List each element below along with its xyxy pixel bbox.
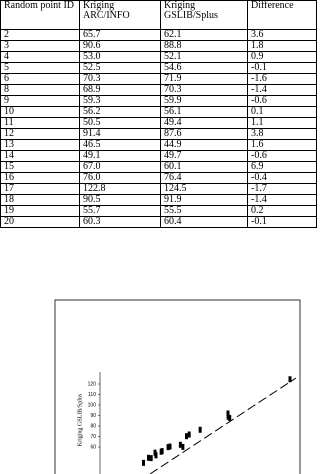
y-tick-label: 100	[88, 402, 97, 408]
y-tick-label: 120	[88, 381, 97, 387]
point	[198, 426, 202, 433]
table-row: 14 49.1 49.7 -0.6	[0, 150, 317, 162]
data-table: Random point ID Kriging ARC/INFO Kriging G…	[0, 0, 317, 228]
table-cell: 1.6	[247, 139, 317, 151]
table-row: 18 90.5 91.9 -1.4	[0, 194, 317, 206]
reference-line	[149, 377, 297, 474]
point	[142, 459, 146, 466]
y-tick-label: 70	[90, 434, 96, 440]
table-row: 3 90.6 88.8 1.8	[0, 40, 317, 52]
header-cell: Difference	[247, 0, 317, 30]
point	[178, 441, 182, 448]
point	[181, 443, 185, 450]
table-row: 15 67.0 60.1 6.9	[0, 161, 317, 173]
table-row: 19 55.7 55.5 0.2	[0, 205, 317, 217]
table-row: 20 60.3 60.4 -0.1	[0, 216, 317, 228]
point	[185, 433, 189, 440]
table-row: 11 50.5 49.4 1.1	[0, 117, 317, 129]
y-tick-label: 90	[90, 413, 96, 419]
point	[228, 415, 232, 422]
table-row: 9 59.3 59.9 -0.6	[0, 95, 317, 107]
y-axis-label: Kriging GSLIB/Splus	[77, 393, 83, 446]
y-tick-label: 110	[88, 392, 96, 398]
point	[149, 455, 153, 462]
point	[226, 410, 230, 417]
table-row: 16 76.0 76.4 -0.4	[0, 172, 317, 184]
table-row: 13 46.5 44.9 1.6	[0, 139, 317, 151]
point	[226, 413, 230, 420]
table-cell: -0.1	[247, 216, 317, 228]
table-row: 8 68.9 70.3 -1.4	[0, 84, 317, 96]
y-tick-label: 80	[90, 423, 96, 429]
point	[146, 454, 150, 461]
point	[187, 431, 191, 438]
point	[159, 448, 163, 455]
point	[166, 444, 170, 451]
header-row: Random point ID Kriging ARC/INFO Kriging G…	[0, 0, 317, 30]
point	[168, 443, 172, 450]
point	[288, 376, 292, 383]
figure-frame	[54, 299, 301, 474]
point	[153, 449, 157, 456]
y-tick-label: 60	[90, 444, 96, 450]
